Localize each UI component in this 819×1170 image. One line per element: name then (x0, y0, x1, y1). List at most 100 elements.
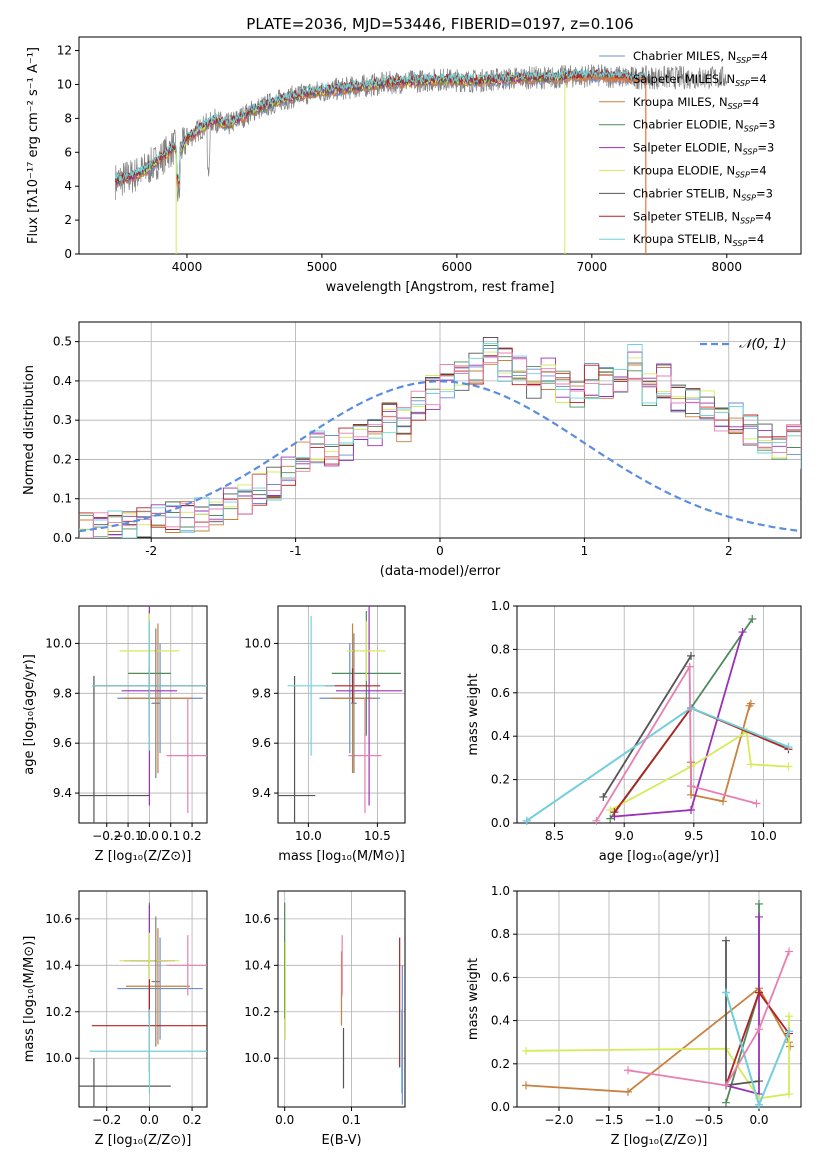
legend-subscript: SSP (735, 79, 750, 88)
y-tick-label: 10.0 (244, 1051, 271, 1065)
weight-marker-chabrier_elodie (606, 814, 615, 823)
age-vs-mass-panel: 10.0 10.5 9.4 9.6 9.8 10.0 mass [log₁₀(M/M⊙)] (244, 605, 406, 864)
plots-layer: 4000 5000 6000 7000 8000024681012wavelength … (22, 36, 802, 1148)
gaussian-curve (79, 380, 801, 533)
legend-entry: Chabrier MILES, NSSP=4 (633, 49, 768, 65)
y-tick-label: 9.8 (252, 686, 271, 700)
weight-marker-chabrier_stelib (755, 1077, 763, 1086)
legend-text: Kroupa MILES, N (633, 95, 728, 109)
axes-frame (516, 605, 802, 824)
weight-vs-Z-panel: −2.0 −1.5 −1.0 −0.5 0.0 0.0 0.2 0.4 0.6 0.8 1.0 Z [… (466, 884, 802, 1148)
y-tick-label: 8 (64, 111, 72, 125)
weight-marker-kroupa_elodie (606, 805, 615, 814)
x-tick-label: 1 (581, 544, 589, 558)
y-axis-label: mass weight (466, 958, 481, 1040)
weight-marker-kroupa_elodie (746, 760, 755, 769)
x-tick-label: 7000 (577, 260, 608, 274)
axes-frame (277, 890, 406, 1108)
x-tick-label: −0.1 (113, 829, 142, 843)
figure-title: PLATE=2036, MJD=53446, FIBERID=0197, z=0… (246, 15, 633, 33)
x-tick-label: 5000 (307, 260, 338, 274)
weight-marker-salpeter_stelib (755, 988, 763, 997)
legend-text: Chabrier STELIB, N (633, 186, 741, 200)
y-tick-label: 9.6 (252, 736, 271, 750)
y-tick-label: 0.0 (491, 1100, 510, 1114)
y-tick-label: 10.0 (45, 636, 72, 650)
weight-marker-chabrier_stelib (687, 651, 696, 660)
x-axis-label: wavelength [Angstrom, rest frame] (326, 280, 555, 295)
x-tick-label: −1.5 (594, 1113, 623, 1127)
weight-marker-kroupa_stelib (722, 988, 730, 997)
weight-line-kroupa_elodie (525, 1016, 790, 1100)
weight-marker-kroupa_miles (786, 1042, 794, 1051)
y-tick-label: 0 (64, 247, 72, 261)
weight-marker-pink (722, 1081, 730, 1090)
y-tick-label: 0.0 (53, 531, 72, 545)
y-tick-label: 10.6 (244, 912, 271, 926)
x-tick-label: 2 (725, 544, 733, 558)
legend-suffix: =4 (750, 164, 767, 178)
weight-marker-salpeter_elodie (738, 628, 747, 637)
weight-line-kroupa_miles (690, 703, 752, 803)
legend-suffix: =4 (751, 49, 768, 63)
y-axis-label: Flux [fλ10⁻¹⁷ erg cm⁻² s⁻¹ A⁻¹] (26, 47, 41, 244)
y-tick-label: 10.4 (45, 958, 72, 972)
x-axis-label: Z [log₁₀(Z/Z⊙)] (611, 1133, 708, 1148)
weight-marker-kroupa_stelib (687, 703, 696, 712)
legend-subscript: SSP (728, 102, 743, 111)
weight-marker-chabrier_stelib (599, 792, 608, 801)
legend-text: Salpeter ELODIE, N (633, 141, 743, 155)
legend-subscript: SSP (740, 216, 755, 225)
y-tick-label: 0.2 (491, 773, 510, 787)
x-tick-label: 10.0 (750, 829, 777, 843)
x-tick-label: 0.0 (275, 1113, 294, 1127)
x-axis-label: mass [log₁₀(M/M⊙)] (278, 849, 405, 864)
legend-text: Chabrier MILES, N (633, 49, 736, 63)
x-tick-label: 9.0 (615, 829, 634, 843)
legend-entry: Kroupa STELIB, NSSP=4 (633, 232, 764, 248)
x-tick-label: 10.5 (364, 829, 391, 843)
x-tick-label: −1.0 (644, 1113, 673, 1127)
legend-entry: Salpeter MILES, NSSP=4 (633, 72, 767, 88)
axes-frame (78, 36, 802, 255)
weight-marker-pink (592, 816, 601, 825)
weight-marker-pink (624, 1066, 632, 1075)
x-tick-label: -2 (145, 544, 157, 558)
legend-entry: Kroupa ELODIE, NSSP=4 (633, 164, 767, 180)
weight-marker-chabrier_stelib (722, 936, 730, 945)
gaussian-legend-label: 𝒩(0, 1) (739, 337, 786, 352)
y-tick-label: 1.0 (491, 884, 510, 898)
y-tick-label: 10.0 (244, 636, 271, 650)
weight-lines (522, 615, 793, 825)
y-tick-label: 9.6 (53, 736, 72, 750)
weight-marker-kroupa_stelib (784, 743, 793, 752)
y-tick-label: 0.6 (491, 970, 510, 984)
legend-text: Chabrier ELODIE, N (633, 118, 744, 132)
error-bars (278, 606, 403, 823)
y-axis-label: mass weight (466, 673, 481, 755)
y-tick-label: 1.0 (491, 599, 510, 613)
axes-frame (277, 605, 406, 824)
x-tick-label: 9.5 (684, 829, 703, 843)
x-tick-label: 0.2 (183, 1113, 202, 1127)
weight-marker-kroupa_elodie (785, 1090, 793, 1099)
y-tick-label: 0.8 (491, 642, 510, 656)
weight-line-pink (627, 951, 790, 1087)
y-tick-label: 0.4 (53, 374, 72, 388)
weight-vs-age-panel: 8.5 9.0 9.5 10.0 0.0 0.2 0.4 0.6 0.8 1.0 age [log₁… (466, 599, 802, 864)
x-tick-label: −0.2 (92, 829, 121, 843)
x-tick-label: 0.0 (140, 829, 159, 843)
y-tick-label: 0.4 (491, 729, 510, 743)
y-tick-label: 6 (64, 145, 72, 159)
weight-marker-kroupa_miles (624, 1087, 632, 1096)
weight-marker-chabrier_elodie (748, 615, 757, 624)
weight-lines (522, 899, 794, 1109)
weight-line-chabrier_stelib (602, 655, 692, 798)
histogram-step-chabrier_stelib (79, 337, 801, 538)
y-tick-label: 10 (57, 77, 72, 91)
y-tick-label: 4 (64, 179, 72, 193)
mass-vs-EBV-panel: 0.0 0.1 10.0 10.2 10.4 10.6 E(B-V) (244, 890, 406, 1148)
x-tick-label: 0.0 (140, 1113, 159, 1127)
legend-text: Salpeter MILES, N (633, 72, 735, 86)
